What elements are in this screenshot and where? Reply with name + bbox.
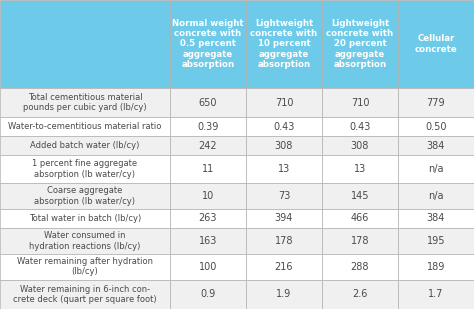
Bar	[0, 280, 170, 309]
Bar	[170, 155, 246, 183]
Text: 710: 710	[275, 98, 293, 108]
Text: 178: 178	[275, 236, 293, 246]
Text: n/a: n/a	[428, 164, 444, 174]
Bar	[398, 280, 474, 309]
Bar	[0, 209, 170, 228]
Text: 0.43: 0.43	[273, 122, 295, 132]
Text: 100: 100	[199, 262, 217, 272]
Bar	[246, 209, 322, 228]
Bar	[398, 117, 474, 136]
Bar	[170, 136, 246, 155]
Bar	[0, 136, 170, 155]
Text: 145: 145	[351, 191, 369, 201]
Text: 189: 189	[427, 262, 445, 272]
Text: 1 percent fine aggregate
absorption (lb water/cy): 1 percent fine aggregate absorption (lb …	[32, 159, 137, 179]
Bar	[322, 136, 398, 155]
Bar	[246, 280, 322, 309]
Bar	[398, 0, 474, 88]
Text: 73: 73	[278, 191, 290, 201]
Bar	[170, 228, 246, 254]
Text: 384: 384	[427, 213, 445, 223]
Text: 195: 195	[427, 236, 445, 246]
Text: Water-to-cementitious material ratio: Water-to-cementitious material ratio	[9, 122, 162, 131]
Text: Water consumed in
hydration reactions (lb/cy): Water consumed in hydration reactions (l…	[29, 231, 141, 251]
Text: Cellular
concrete: Cellular concrete	[415, 34, 457, 54]
Bar	[398, 228, 474, 254]
Bar	[246, 88, 322, 117]
Text: 384: 384	[427, 141, 445, 151]
Bar	[322, 209, 398, 228]
Text: 178: 178	[351, 236, 369, 246]
Bar	[0, 0, 170, 88]
Bar	[170, 0, 246, 88]
Text: 779: 779	[427, 98, 445, 108]
Text: 308: 308	[275, 141, 293, 151]
Bar	[246, 155, 322, 183]
Bar	[170, 117, 246, 136]
Bar	[322, 254, 398, 280]
Bar	[170, 209, 246, 228]
Text: 0.50: 0.50	[425, 122, 447, 132]
Text: 263: 263	[199, 213, 217, 223]
Text: 0.43: 0.43	[349, 122, 371, 132]
Bar	[322, 280, 398, 309]
Bar	[398, 155, 474, 183]
Bar	[398, 254, 474, 280]
Bar	[246, 136, 322, 155]
Text: 466: 466	[351, 213, 369, 223]
Text: Lightweight
concrete with
20 percent
aggregate
absorption: Lightweight concrete with 20 percent agg…	[327, 19, 393, 69]
Text: 308: 308	[351, 141, 369, 151]
Text: Added batch water (lb/cy): Added batch water (lb/cy)	[30, 141, 140, 150]
Text: Total water in batch (lb/cy): Total water in batch (lb/cy)	[29, 214, 141, 223]
Bar	[170, 280, 246, 309]
Bar	[170, 88, 246, 117]
Text: Water remaining after hydration
(lb/cy): Water remaining after hydration (lb/cy)	[17, 257, 153, 276]
Bar	[322, 0, 398, 88]
Text: 0.39: 0.39	[197, 122, 219, 132]
Bar	[322, 155, 398, 183]
Bar	[0, 88, 170, 117]
Text: n/a: n/a	[428, 191, 444, 201]
Text: 13: 13	[278, 164, 290, 174]
Bar	[246, 183, 322, 209]
Text: Coarse aggregate
absorption (lb water/cy): Coarse aggregate absorption (lb water/cy…	[35, 186, 136, 205]
Text: 288: 288	[351, 262, 369, 272]
Bar	[322, 228, 398, 254]
Text: 11: 11	[202, 164, 214, 174]
Bar	[246, 228, 322, 254]
Bar	[0, 254, 170, 280]
Text: Total cementitious material
pounds per cubic yard (lb/cy): Total cementitious material pounds per c…	[23, 93, 147, 112]
Bar	[246, 254, 322, 280]
Text: 163: 163	[199, 236, 217, 246]
Bar	[170, 183, 246, 209]
Text: 1.7: 1.7	[428, 289, 444, 299]
Bar	[398, 209, 474, 228]
Bar	[322, 88, 398, 117]
Text: 216: 216	[275, 262, 293, 272]
Text: 10: 10	[202, 191, 214, 201]
Text: 2.6: 2.6	[352, 289, 368, 299]
Bar	[246, 117, 322, 136]
Text: 394: 394	[275, 213, 293, 223]
Text: Lightweight
concrete with
10 percent
aggregate
absorption: Lightweight concrete with 10 percent agg…	[250, 19, 318, 69]
Bar	[398, 183, 474, 209]
Bar	[0, 183, 170, 209]
Bar	[170, 254, 246, 280]
Text: 710: 710	[351, 98, 369, 108]
Text: Water remaining in 6-inch con-
crete deck (quart per square foot): Water remaining in 6-inch con- crete dec…	[13, 285, 157, 304]
Bar	[0, 117, 170, 136]
Bar	[322, 183, 398, 209]
Bar	[0, 155, 170, 183]
Text: 13: 13	[354, 164, 366, 174]
Bar	[398, 88, 474, 117]
Bar	[246, 0, 322, 88]
Bar	[322, 117, 398, 136]
Text: 1.9: 1.9	[276, 289, 292, 299]
Bar	[398, 136, 474, 155]
Text: Normal weight
concrete with
0.5 percent
aggregate
absorption: Normal weight concrete with 0.5 percent …	[172, 19, 244, 69]
Text: 242: 242	[199, 141, 217, 151]
Text: 0.9: 0.9	[201, 289, 216, 299]
Text: 650: 650	[199, 98, 217, 108]
Bar	[0, 228, 170, 254]
